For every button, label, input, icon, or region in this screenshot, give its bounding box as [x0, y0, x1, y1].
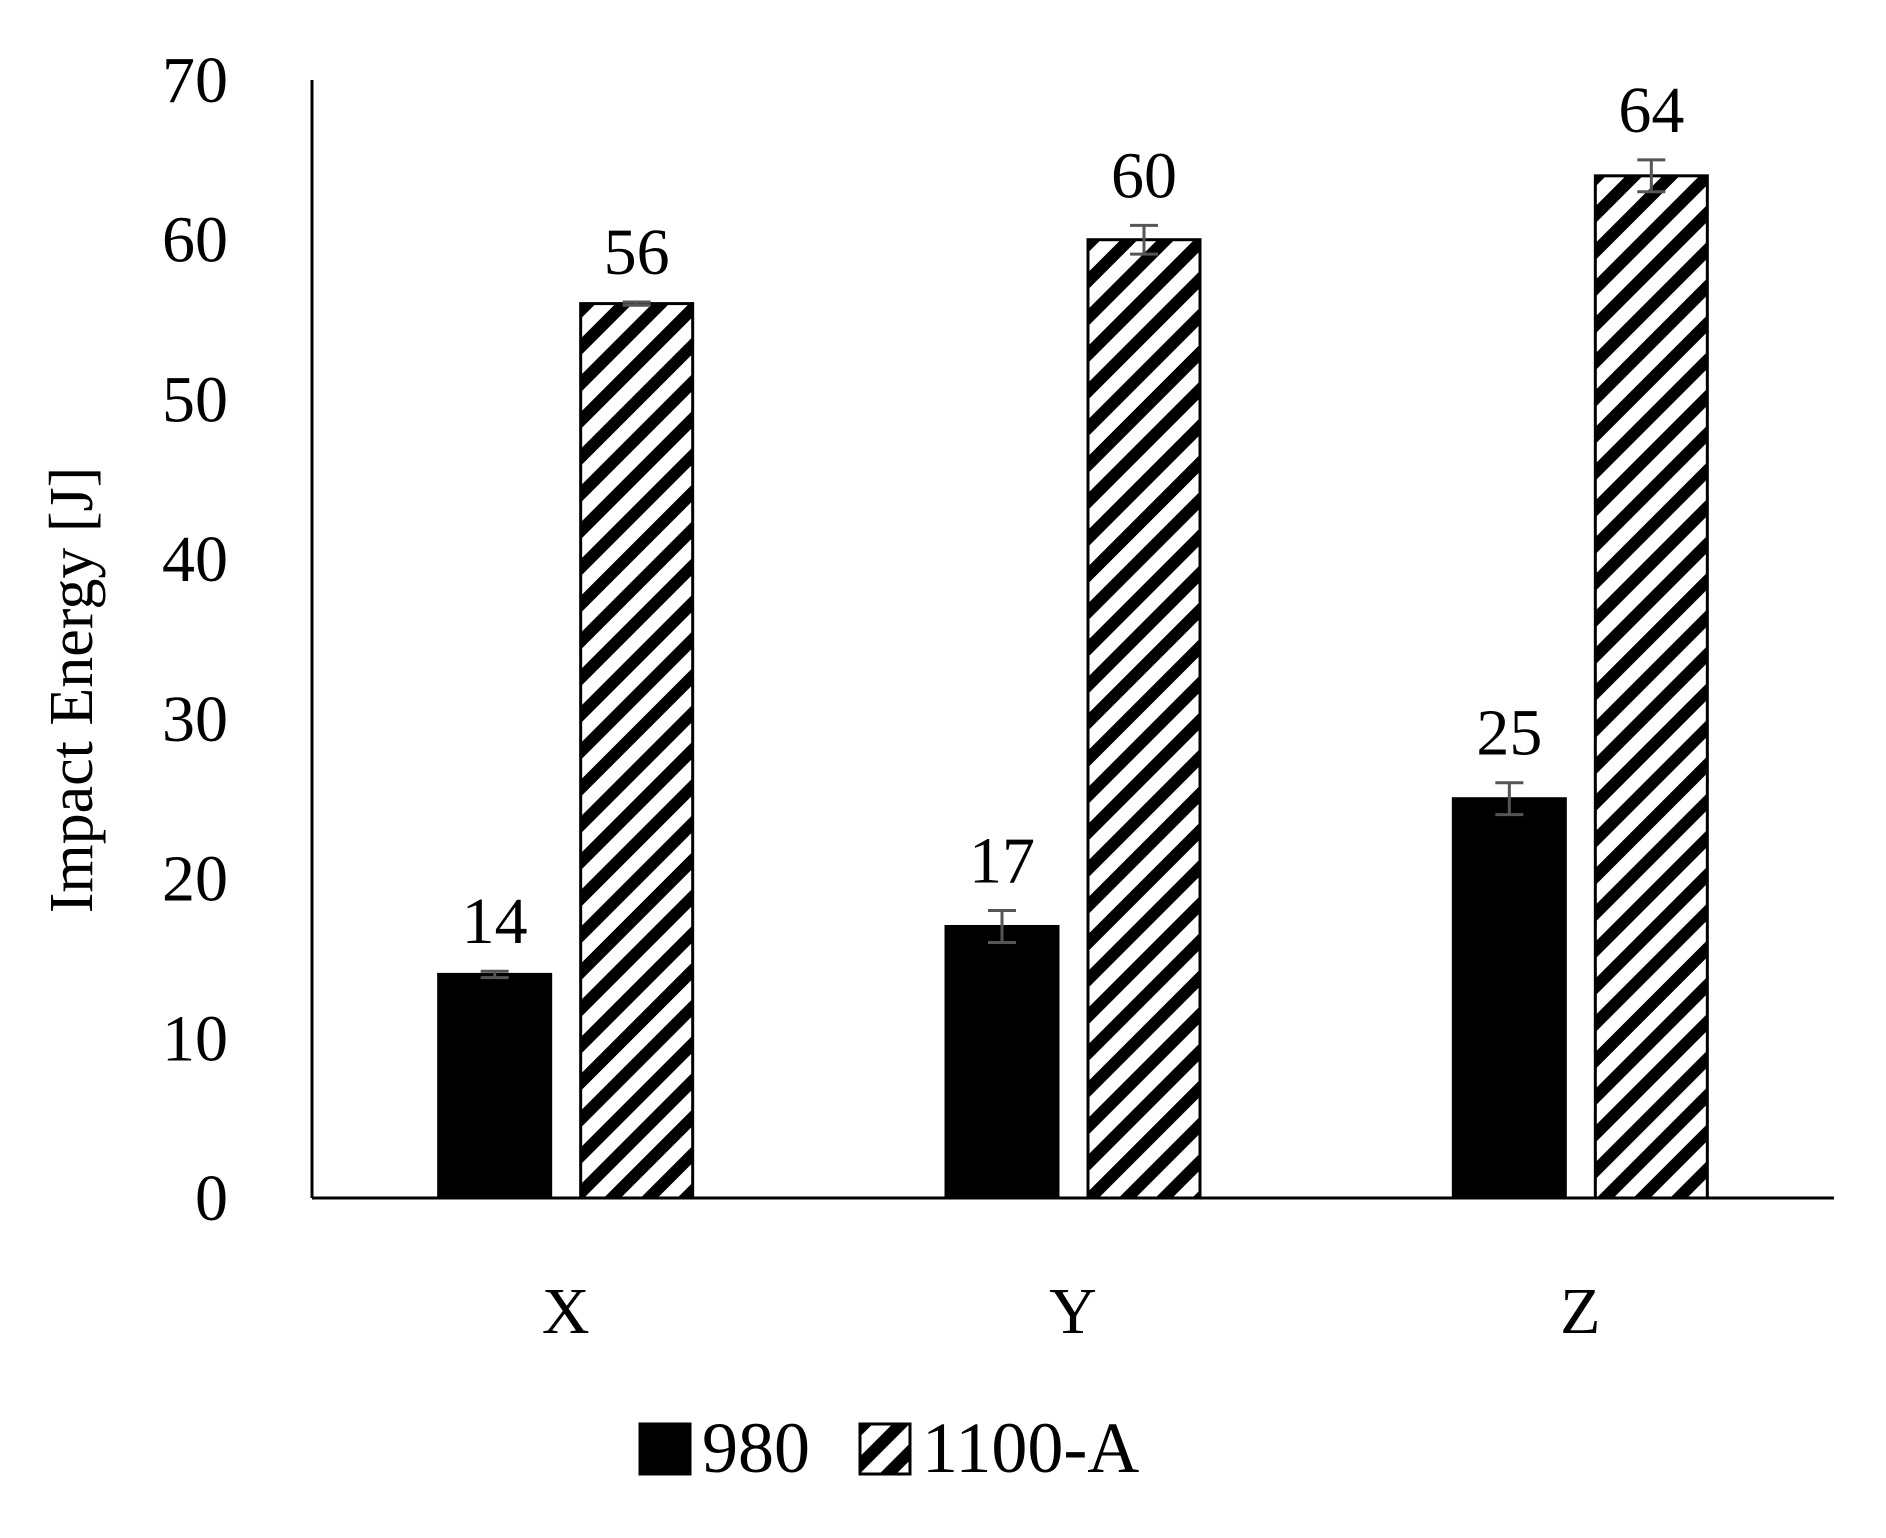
data-label: 25 — [1476, 697, 1542, 770]
legend-swatch — [858, 1422, 912, 1476]
y-tick-label: 60 — [162, 204, 228, 277]
y-axis-title: Impact Energy [J] — [38, 467, 106, 913]
y-tick-label: 20 — [162, 843, 228, 916]
axes-layer: 0 10 20 30 40 50 60 70 — [162, 44, 1834, 1235]
y-tick-label: 10 — [162, 1002, 228, 1075]
data-label: 14 — [462, 885, 528, 958]
y-tick-label: 30 — [162, 683, 228, 756]
labels-layer: X 14 56 Y 17 60 Z 25 64 — [462, 74, 1685, 1348]
data-label: 64 — [1618, 74, 1684, 147]
bar-980 — [437, 972, 553, 1200]
x-category-label: Y — [1049, 1275, 1097, 1348]
bar-980 — [1451, 797, 1567, 1200]
x-category-label: Z — [1560, 1275, 1600, 1348]
bars-layer — [437, 158, 1709, 1200]
data-label: 60 — [1111, 139, 1177, 212]
legend: 980 1100-A — [638, 1408, 1139, 1488]
bar-1100-a — [1593, 174, 1709, 1200]
x-category-label: X — [542, 1275, 590, 1348]
legend-label: 980 — [702, 1408, 810, 1488]
legend-swatch — [638, 1422, 692, 1476]
data-label: 17 — [969, 825, 1035, 898]
y-tick-label: 50 — [162, 363, 228, 436]
y-tick-label: 70 — [162, 44, 228, 117]
bar-980 — [944, 924, 1060, 1200]
bar-1100-a — [1086, 238, 1202, 1200]
bar-1100-a — [579, 302, 695, 1200]
y-tick-label: 0 — [195, 1162, 228, 1235]
y-tick-label: 40 — [162, 523, 228, 596]
data-label: 56 — [604, 216, 670, 289]
legend-label: 1100-A — [922, 1408, 1139, 1488]
